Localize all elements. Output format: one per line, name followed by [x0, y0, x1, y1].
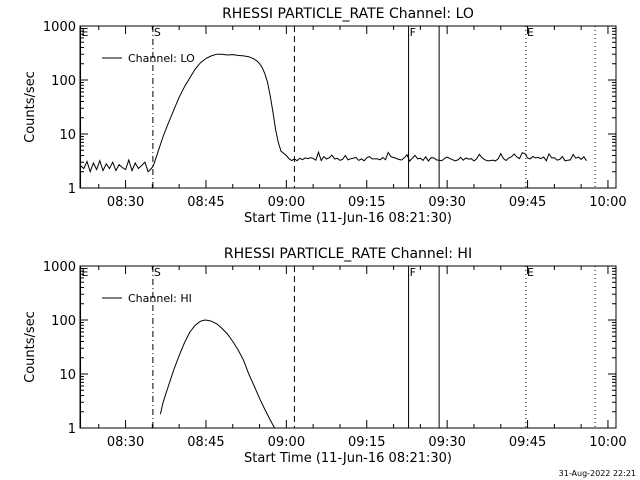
x-tick-label: 10:00 — [589, 435, 626, 450]
y-axis-label: Counts/sec — [23, 311, 38, 383]
x-tick-label: 08:45 — [187, 435, 224, 450]
y-axis-label: Counts/sec — [23, 71, 38, 143]
y-tick-label: 100 — [51, 74, 76, 89]
event-marker-label: F — [410, 266, 416, 279]
x-tick-label: 09:30 — [428, 435, 465, 450]
x-tick-label: 10:00 — [589, 195, 626, 210]
x-tick-label: 09:15 — [348, 435, 385, 450]
x-tick-label: 08:30 — [107, 195, 144, 210]
x-tick-label: 09:45 — [509, 195, 546, 210]
plot-frame — [79, 265, 617, 429]
event-marker-label: E — [82, 266, 89, 279]
y-tick-label: 10 — [59, 368, 76, 383]
x-tick-label: 09:30 — [428, 195, 465, 210]
event-marker-label: E — [527, 266, 534, 279]
event-marker-label: F — [410, 26, 416, 39]
chart-panel-2: RHESSI PARTICLE_RATE Channel: HI 1 10 100 10… — [23, 246, 627, 466]
event-marker-label: S — [154, 26, 161, 39]
x-tick-label: 09:00 — [268, 195, 305, 210]
x-tick-label: 09:00 — [268, 435, 305, 450]
x-tick-label: 08:45 — [187, 195, 224, 210]
event-marker-label: E — [82, 26, 89, 39]
series-line — [80, 53, 587, 174]
x-tick-label: 08:30 — [107, 435, 144, 450]
plot-frame — [79, 25, 617, 189]
y-tick-label: 100 — [51, 314, 76, 329]
x-axis-label: Start Time (11-Jun-16 08:21:30) — [244, 451, 452, 466]
x-tick-label: 09:15 — [348, 195, 385, 210]
event-marker-label: S — [154, 266, 161, 279]
chart-panel-1: RHESSI PARTICLE_RATE Channel: LO 1 10 100 10… — [23, 6, 627, 226]
x-tick-label: 09:45 — [509, 435, 546, 450]
legend-label: Channel: LO — [128, 52, 195, 65]
chart-title: RHESSI PARTICLE_RATE Channel: HI — [224, 246, 472, 262]
y-tick-label: 1000 — [43, 20, 76, 35]
event-marker-label: E — [527, 26, 534, 39]
chart-title: RHESSI PARTICLE_RATE Channel: LO — [222, 6, 474, 22]
footer-timestamp: 31-Aug-2022 22:21 — [559, 469, 636, 478]
x-axis-label: Start Time (11-Jun-16 08:21:30) — [244, 211, 452, 226]
legend-label: Channel: HI — [128, 292, 192, 305]
y-tick-label: 10 — [59, 128, 76, 143]
y-tick-label: 1 — [68, 182, 76, 197]
y-tick-label: 1 — [68, 422, 76, 437]
series-line — [159, 319, 276, 429]
y-tick-label: 1000 — [43, 260, 76, 275]
